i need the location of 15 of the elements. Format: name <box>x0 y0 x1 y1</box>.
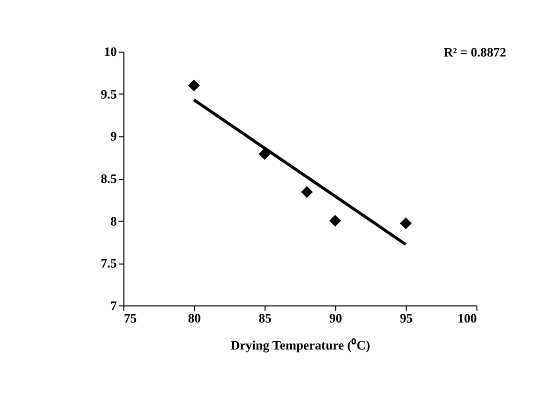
annotation: R² = 0.8872 <box>444 44 506 60</box>
x-tick-label: 80 <box>188 310 201 326</box>
y-tick-label: 7 <box>110 298 118 313</box>
x-tick-label: 95 <box>400 310 413 326</box>
y-tick-label: 10 <box>104 44 117 60</box>
x-tick-label: 75 <box>124 310 137 326</box>
x-tick-label: 100 <box>458 310 477 326</box>
y-tick-label: 9 <box>110 128 117 144</box>
y-tick-label: 9.5 <box>100 86 117 102</box>
x-axis-title: Drying Temperature (⁰C) <box>230 338 370 353</box>
x-tick-label: 90 <box>329 310 342 326</box>
y-tick-label: 8 <box>110 213 118 228</box>
y-tick-label: 8.5 <box>100 170 117 186</box>
y-tick-label: 7.5 <box>100 256 117 271</box>
x-tick-label: 85 <box>258 310 272 326</box>
